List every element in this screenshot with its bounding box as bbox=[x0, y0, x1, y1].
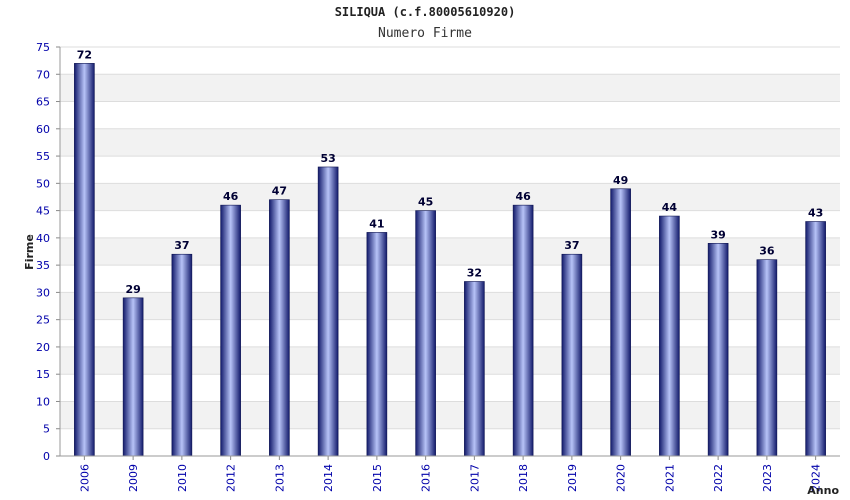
bar-2022 bbox=[707, 243, 729, 457]
data-labels: 72 29 37 46 47 53 41 45 32 46 37 49 44 39 36 43 bbox=[77, 48, 824, 295]
bar-2017 bbox=[464, 281, 485, 457]
y-tick-label: 50 bbox=[36, 177, 50, 190]
x-tick-label: 2014 bbox=[322, 464, 335, 492]
x-tick-label: 2013 bbox=[273, 464, 286, 492]
bar-2021 bbox=[659, 215, 680, 457]
bar-2023 bbox=[756, 259, 778, 457]
grid-band bbox=[60, 74, 840, 102]
data-label-2012: 46 bbox=[223, 190, 239, 203]
x-axis-label: Anno bbox=[807, 484, 839, 497]
chart-title: SILIQUA (c.f.80005610920) bbox=[334, 5, 516, 19]
bar-2013 bbox=[269, 199, 290, 457]
y-tick-label: 25 bbox=[36, 314, 50, 327]
data-label-2016: 45 bbox=[418, 196, 433, 209]
data-label-2022: 39 bbox=[710, 228, 725, 241]
bar-2016 bbox=[415, 210, 436, 457]
chart-subtitle: Numero Firme bbox=[378, 26, 472, 41]
y-tick-label: 65 bbox=[36, 96, 50, 109]
grid-band bbox=[60, 128, 840, 157]
data-label-2019: 37 bbox=[564, 239, 579, 252]
x-tick-label: 2006 bbox=[78, 464, 91, 492]
y-tick-label: 75 bbox=[36, 41, 50, 54]
y-tick-label: 15 bbox=[36, 368, 50, 381]
y-tick-label: 20 bbox=[36, 341, 50, 354]
x-tick-label: 2012 bbox=[225, 464, 238, 492]
bar-2006 bbox=[74, 63, 95, 457]
bar-2010 bbox=[171, 253, 193, 457]
y-axis-label: Firme bbox=[23, 234, 36, 270]
x-tick-label: 2022 bbox=[712, 464, 725, 492]
data-label-2020: 49 bbox=[613, 174, 628, 187]
data-label-2015: 41 bbox=[369, 217, 384, 230]
y-tick-label: 70 bbox=[36, 68, 50, 81]
y-tick-label: 35 bbox=[36, 259, 50, 272]
x-tick-label: 2010 bbox=[176, 464, 189, 492]
bars bbox=[74, 63, 826, 457]
bar-2024 bbox=[805, 221, 826, 457]
bar-2009 bbox=[122, 297, 144, 457]
grid-band bbox=[60, 183, 840, 211]
data-label-2017: 32 bbox=[467, 266, 482, 279]
y-tick-label: 45 bbox=[36, 205, 50, 218]
data-label-2013: 47 bbox=[272, 185, 287, 198]
data-label-2010: 37 bbox=[174, 239, 189, 252]
data-label-2009: 29 bbox=[125, 283, 140, 296]
bar-2018 bbox=[512, 204, 534, 457]
y-tick-label: 0 bbox=[43, 450, 50, 463]
x-tick-label: 2017 bbox=[468, 464, 481, 492]
x-tick-label: 2016 bbox=[420, 464, 433, 492]
x-tick-label: 2015 bbox=[371, 464, 384, 492]
bar-2012 bbox=[220, 204, 241, 457]
bar-2019 bbox=[561, 253, 583, 457]
data-label-2021: 44 bbox=[662, 201, 678, 214]
bar-2014 bbox=[317, 166, 339, 457]
y-tick-label: 10 bbox=[36, 395, 50, 408]
y-tick-label: 60 bbox=[36, 123, 50, 136]
x-tick-label: 2019 bbox=[566, 464, 579, 492]
bar-2020 bbox=[610, 188, 631, 457]
data-label-2006: 72 bbox=[77, 48, 92, 61]
y-axis-ticks: 0 5 10 15 20 25 30 35 40 45 50 55 60 65 70 75 bbox=[36, 41, 60, 463]
data-label-2018: 46 bbox=[515, 190, 531, 203]
y-tick-label: 40 bbox=[36, 232, 50, 245]
y-tick-label: 55 bbox=[36, 150, 50, 163]
y-tick-label: 30 bbox=[36, 286, 50, 299]
data-label-2023: 36 bbox=[759, 245, 775, 258]
data-label-2024: 43 bbox=[808, 207, 823, 220]
bar-2015 bbox=[366, 232, 388, 457]
x-tick-label: 2023 bbox=[761, 464, 774, 492]
x-tick-label: 2024 bbox=[810, 464, 823, 492]
x-tick-label: 2021 bbox=[663, 464, 676, 492]
y-tick-label: 5 bbox=[43, 423, 50, 436]
x-tick-label: 2018 bbox=[517, 464, 530, 492]
x-axis-ticks: 2006 2009 2010 2012 2013 2014 2015 2016 2017 2018… bbox=[78, 456, 823, 492]
x-tick-label: 2009 bbox=[127, 464, 140, 492]
data-label-2014: 53 bbox=[320, 152, 335, 165]
x-tick-label: 2020 bbox=[615, 464, 628, 492]
